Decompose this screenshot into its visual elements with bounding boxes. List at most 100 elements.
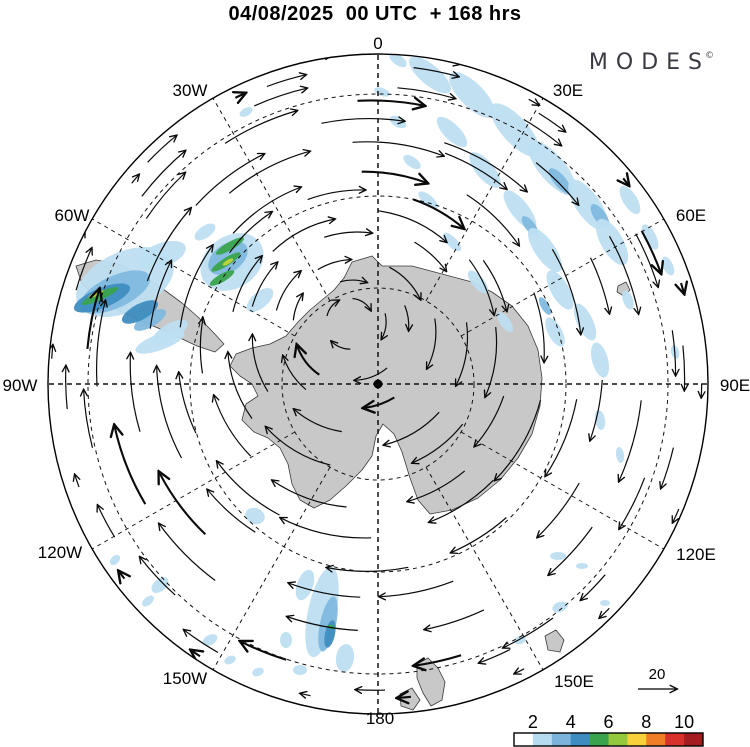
precip-blob <box>134 309 166 331</box>
wind-arrow <box>640 230 661 274</box>
wind-arrow <box>456 322 469 386</box>
wind-arrow <box>283 355 307 391</box>
colorbar-segment <box>589 733 609 746</box>
wind-arrow <box>224 111 297 144</box>
meridian-label: 60W <box>55 206 90 225</box>
wind-arrow <box>466 194 519 246</box>
wind-arrow <box>551 248 580 334</box>
precip-blob <box>194 223 216 241</box>
wind-arrow <box>503 617 554 648</box>
precip-blob <box>436 116 468 148</box>
meridian-line <box>212 97 331 302</box>
meridian-label: 90E <box>720 376 750 395</box>
precip-blob <box>142 595 154 607</box>
latitude-circle <box>281 287 475 481</box>
wind-arrow <box>84 390 94 448</box>
meridian-label: 180 <box>366 709 394 728</box>
wind-arrow <box>157 366 183 459</box>
wind-arrow <box>75 474 79 488</box>
wind-arrow <box>635 233 658 287</box>
latitude-circle <box>189 195 567 573</box>
wind-arrow <box>599 607 610 618</box>
precip-blob <box>527 227 563 273</box>
wind-arrow <box>272 219 335 252</box>
precip-blob <box>546 270 574 310</box>
precip-blob <box>252 667 264 677</box>
precip-blob <box>550 552 566 560</box>
wind-arrow <box>326 567 409 571</box>
wind-arrow <box>357 100 425 105</box>
wind-arrow <box>528 99 540 105</box>
wind-arrow <box>214 395 252 457</box>
wind-arrow <box>141 151 186 197</box>
wind-arrow <box>397 697 412 698</box>
wind-arrow <box>545 399 578 476</box>
wind-arrow <box>495 399 542 481</box>
wind-arrow <box>321 119 404 124</box>
colorbar-tick-label: 2 <box>528 712 538 732</box>
colorbar-segment <box>684 733 704 746</box>
legend-layer: 20 2 4 6 8 10 <box>513 666 704 747</box>
meridian-line <box>91 431 296 550</box>
colorbar-segment <box>646 733 666 746</box>
wind-arrow <box>232 256 262 313</box>
wind-arrow <box>287 617 358 631</box>
wind-arrow <box>444 142 527 192</box>
wind-arrow <box>179 372 197 434</box>
wind-arrow <box>412 423 464 463</box>
wind-arrow <box>317 260 352 271</box>
precip-blob <box>661 256 675 276</box>
wind-arrow <box>451 517 507 553</box>
colorbar-segment <box>514 733 534 746</box>
wind-arrow <box>407 470 466 502</box>
antarctica-landmass <box>229 255 543 515</box>
wind-arrow <box>383 411 440 445</box>
wind-arrow <box>254 88 307 107</box>
colorbar-tick-label: 6 <box>603 712 613 732</box>
wind-arrow <box>429 479 494 522</box>
precip-blob <box>418 191 438 209</box>
precip-blob <box>293 665 307 675</box>
wind-arrow <box>75 248 92 291</box>
wind-arrow <box>324 232 372 238</box>
wind-arrow <box>326 300 339 317</box>
meridian-label: 90W <box>3 376 38 395</box>
graticule-layer <box>48 54 708 714</box>
precip-blob <box>280 632 292 648</box>
wind-arrow <box>272 480 347 508</box>
wind-arrow <box>252 334 269 392</box>
precip-blob <box>138 240 186 270</box>
wind-arrow <box>363 396 395 409</box>
wind-arrow <box>361 170 428 184</box>
wind-arrow <box>355 690 386 691</box>
meridian-label: 30W <box>173 81 208 100</box>
precip-blob <box>409 56 451 94</box>
wind-arrow <box>307 190 366 201</box>
precip-blob <box>590 342 610 378</box>
wind-arrow <box>379 580 454 597</box>
reference-arrow-label: 20 <box>649 666 666 683</box>
meridian-label: 120E <box>676 545 716 564</box>
wind-arrow <box>413 67 459 77</box>
wind-arrow <box>378 210 447 243</box>
wind-arrow <box>414 654 462 666</box>
meridian-label: 30E <box>553 81 583 100</box>
colorbar-tick-label: 4 <box>566 712 576 732</box>
wind-arrow <box>86 289 99 349</box>
wind-arrow <box>474 395 505 447</box>
precip-blob <box>594 410 606 430</box>
wind-arrow <box>514 669 525 674</box>
meridian-line <box>425 466 544 671</box>
wind-arrow <box>468 259 494 316</box>
wind-arrow <box>140 557 176 596</box>
precip-blob <box>615 447 625 463</box>
colorbar-segment <box>570 733 591 746</box>
wind-arrow <box>537 482 580 538</box>
precip-blob <box>538 297 552 315</box>
meridian-label: 150W <box>163 669 207 688</box>
meridian-line <box>212 466 331 671</box>
precip-blob <box>622 290 634 310</box>
wind-arrow <box>217 461 280 516</box>
modes-logo: MODES© <box>589 50 714 75</box>
